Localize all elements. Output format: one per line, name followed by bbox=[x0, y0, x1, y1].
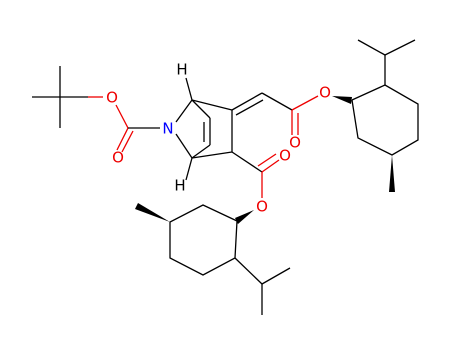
atom-label: O bbox=[279, 147, 291, 165]
atom-label: H bbox=[176, 61, 187, 79]
atom-label: O bbox=[256, 198, 268, 216]
atom-label: O bbox=[106, 89, 118, 107]
atom-label: O bbox=[289, 134, 301, 152]
atom-label: O bbox=[319, 84, 331, 102]
atom-label: O bbox=[112, 149, 124, 167]
atom-label: H bbox=[174, 177, 185, 195]
bonds bbox=[32, 39, 419, 315]
atom-label: N bbox=[162, 120, 173, 138]
